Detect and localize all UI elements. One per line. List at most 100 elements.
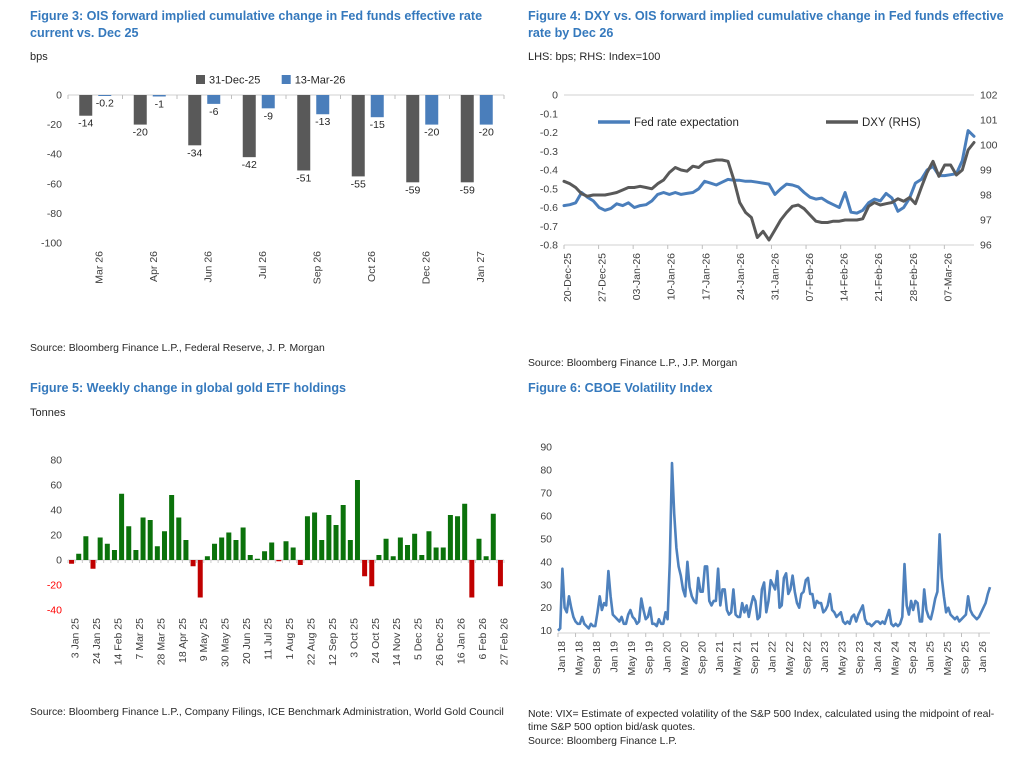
svg-text:-59: -59 (405, 185, 420, 197)
figure-5-chart: 80 60 40 20 0 -20 -40 3 Jan 25 24 Jan 25 14 Feb 2… (30, 425, 512, 692)
svg-text:28-Feb-26: 28-Feb-26 (908, 253, 920, 302)
figure-6-title: Figure 6: CBOE Volatility Index (528, 381, 713, 395)
svg-text:May 21: May 21 (731, 640, 743, 675)
svg-text:-14: -14 (78, 118, 93, 130)
svg-text:-0.3: -0.3 (540, 146, 558, 158)
svg-text:-40: -40 (47, 149, 62, 161)
svg-text:27 Feb 26: 27 Feb 26 (498, 617, 510, 664)
svg-text:-15: -15 (370, 119, 385, 131)
svg-text:Sep 23: Sep 23 (854, 640, 866, 673)
svg-text:-0.1: -0.1 (540, 108, 558, 120)
svg-text:May 18: May 18 (574, 640, 586, 675)
svg-text:9 May 25: 9 May 25 (198, 617, 210, 660)
svg-text:5 Dec 25: 5 Dec 25 (413, 617, 425, 659)
svg-text:-0.6: -0.6 (540, 202, 558, 214)
svg-text:Jan 22: Jan 22 (767, 640, 779, 672)
svg-text:40: 40 (540, 556, 552, 568)
svg-text:31-Jan-26: 31-Jan-26 (769, 253, 781, 300)
svg-text:-34: -34 (187, 148, 202, 160)
svg-text:Jan 24: Jan 24 (872, 640, 884, 672)
figure-3-canvas: 31-Dec-25 13-Mar-26 0 -20 -40 -60 -80 -100 -14-0… (41, 75, 505, 285)
svg-text:-51: -51 (296, 173, 311, 185)
svg-text:Jan 23: Jan 23 (819, 640, 831, 672)
svg-text:-60: -60 (47, 179, 62, 191)
svg-text:31-Dec-25: 31-Dec-25 (209, 75, 260, 87)
svg-text:60: 60 (50, 479, 62, 491)
svg-text:Sep 19: Sep 19 (644, 640, 656, 673)
figure-3: Figure 3: OIS forward implied cumulative… (30, 8, 512, 356)
svg-text:Sep 21: Sep 21 (749, 640, 761, 673)
svg-text:30 May 25: 30 May 25 (220, 617, 232, 666)
figure-6-chart: 90 80 70 60 50 40 30 20 10 Jan 18 May 18 Sep 18 Jan … (528, 427, 1010, 682)
svg-text:17-Jan-26: 17-Jan-26 (700, 253, 712, 300)
figure-4: Figure 4: DXY vs. OIS forward implied cu… (528, 8, 1010, 371)
svg-text:-80: -80 (47, 208, 62, 220)
svg-text:27-Dec-25: 27-Dec-25 (597, 253, 609, 302)
svg-text:100: 100 (980, 140, 998, 152)
figure-5-title: Figure 5: Weekly change in global gold E… (30, 381, 347, 395)
svg-text:Jan 25: Jan 25 (924, 640, 936, 672)
svg-text:-40: -40 (47, 604, 62, 616)
svg-text:21-Feb-26: 21-Feb-26 (873, 253, 885, 302)
svg-text:Sep 20: Sep 20 (696, 640, 708, 673)
svg-text:99: 99 (980, 165, 992, 177)
figure-3-chart: 31-Dec-25 13-Mar-26 0 -20 -40 -60 -80 -100 -14 -0… (30, 69, 512, 296)
figure-6-canvas: 90 80 70 60 50 40 30 20 10 Jan 18 May 18 Sep 18 Jan … (540, 441, 992, 675)
svg-text:-20: -20 (133, 127, 148, 139)
svg-text:Jan 19: Jan 19 (609, 640, 621, 672)
svg-text:Fed rate expectation: Fed rate expectation (634, 117, 739, 129)
svg-text:-20: -20 (47, 579, 62, 591)
svg-text:50: 50 (540, 533, 552, 545)
svg-text:-55: -55 (351, 179, 366, 191)
svg-text:May 19: May 19 (626, 640, 638, 675)
svg-text:0: 0 (56, 554, 62, 566)
svg-text:24 Jan 25: 24 Jan 25 (91, 617, 103, 663)
svg-text:Oct 26: Oct 26 (366, 251, 378, 282)
figure-4-source: Source: Bloomberg Finance L.P., J.P. Mor… (528, 358, 738, 370)
svg-text:30: 30 (540, 579, 552, 591)
svg-text:0: 0 (552, 90, 558, 102)
svg-text:20 Jun 25: 20 Jun 25 (241, 617, 253, 663)
svg-text:Sep 24: Sep 24 (907, 640, 919, 673)
svg-text:80: 80 (540, 464, 552, 476)
svg-text:14 Nov 25: 14 Nov 25 (391, 617, 403, 665)
svg-text:98: 98 (980, 190, 992, 202)
figure-3-title: Figure 3: OIS forward implied cumulative… (30, 9, 483, 40)
svg-text:-0.5: -0.5 (540, 183, 558, 195)
svg-text:Jun 26: Jun 26 (202, 251, 214, 283)
svg-text:101: 101 (980, 115, 998, 127)
svg-text:-20: -20 (47, 119, 62, 131)
figure-5-unit-label: Tonnes (30, 406, 66, 419)
svg-text:0: 0 (56, 90, 62, 102)
svg-text:22 Aug 25: 22 Aug 25 (305, 617, 317, 664)
svg-text:May 24: May 24 (889, 640, 901, 675)
svg-text:20: 20 (540, 602, 552, 614)
figure-4-title: Figure 4: DXY vs. OIS forward implied cu… (528, 9, 1004, 40)
figure-6-note: Note: VIX= Estimate of expected volatili… (528, 708, 995, 734)
svg-text:-100: -100 (41, 238, 62, 250)
svg-text:Jan 20: Jan 20 (661, 640, 673, 672)
figure-6: Figure 6: CBOE Volatility Index 90 80 70 60… (528, 380, 1010, 749)
svg-text:07-Mar-26: 07-Mar-26 (942, 253, 954, 302)
svg-text:10-Jan-26: 10-Jan-26 (666, 253, 678, 300)
svg-text:102: 102 (980, 90, 998, 102)
svg-text:20: 20 (50, 529, 62, 541)
svg-text:Jan 27: Jan 27 (475, 251, 487, 283)
svg-text:03-Jan-26: 03-Jan-26 (631, 253, 643, 300)
svg-text:-1: -1 (155, 99, 164, 111)
svg-text:Jan 26: Jan 26 (977, 640, 989, 672)
svg-text:60: 60 (540, 510, 552, 522)
svg-text:10: 10 (540, 625, 552, 637)
svg-text:20-Dec-25: 20-Dec-25 (562, 253, 574, 302)
figure-3-unit-label: bps (30, 51, 48, 64)
svg-text:3 Jan 25: 3 Jan 25 (70, 617, 82, 657)
svg-text:13-Mar-26: 13-Mar-26 (295, 75, 346, 87)
svg-text:1 Aug 25: 1 Aug 25 (284, 617, 296, 659)
svg-text:6 Feb 26: 6 Feb 26 (477, 617, 489, 659)
figure-3-source: Source: Bloomberg Finance L.P., Federal … (30, 343, 325, 355)
svg-text:97: 97 (980, 215, 992, 227)
svg-text:40: 40 (50, 504, 62, 516)
svg-text:7 Mar 25: 7 Mar 25 (134, 617, 146, 659)
svg-text:-42: -42 (242, 159, 257, 171)
svg-text:Jul 26: Jul 26 (257, 251, 269, 279)
